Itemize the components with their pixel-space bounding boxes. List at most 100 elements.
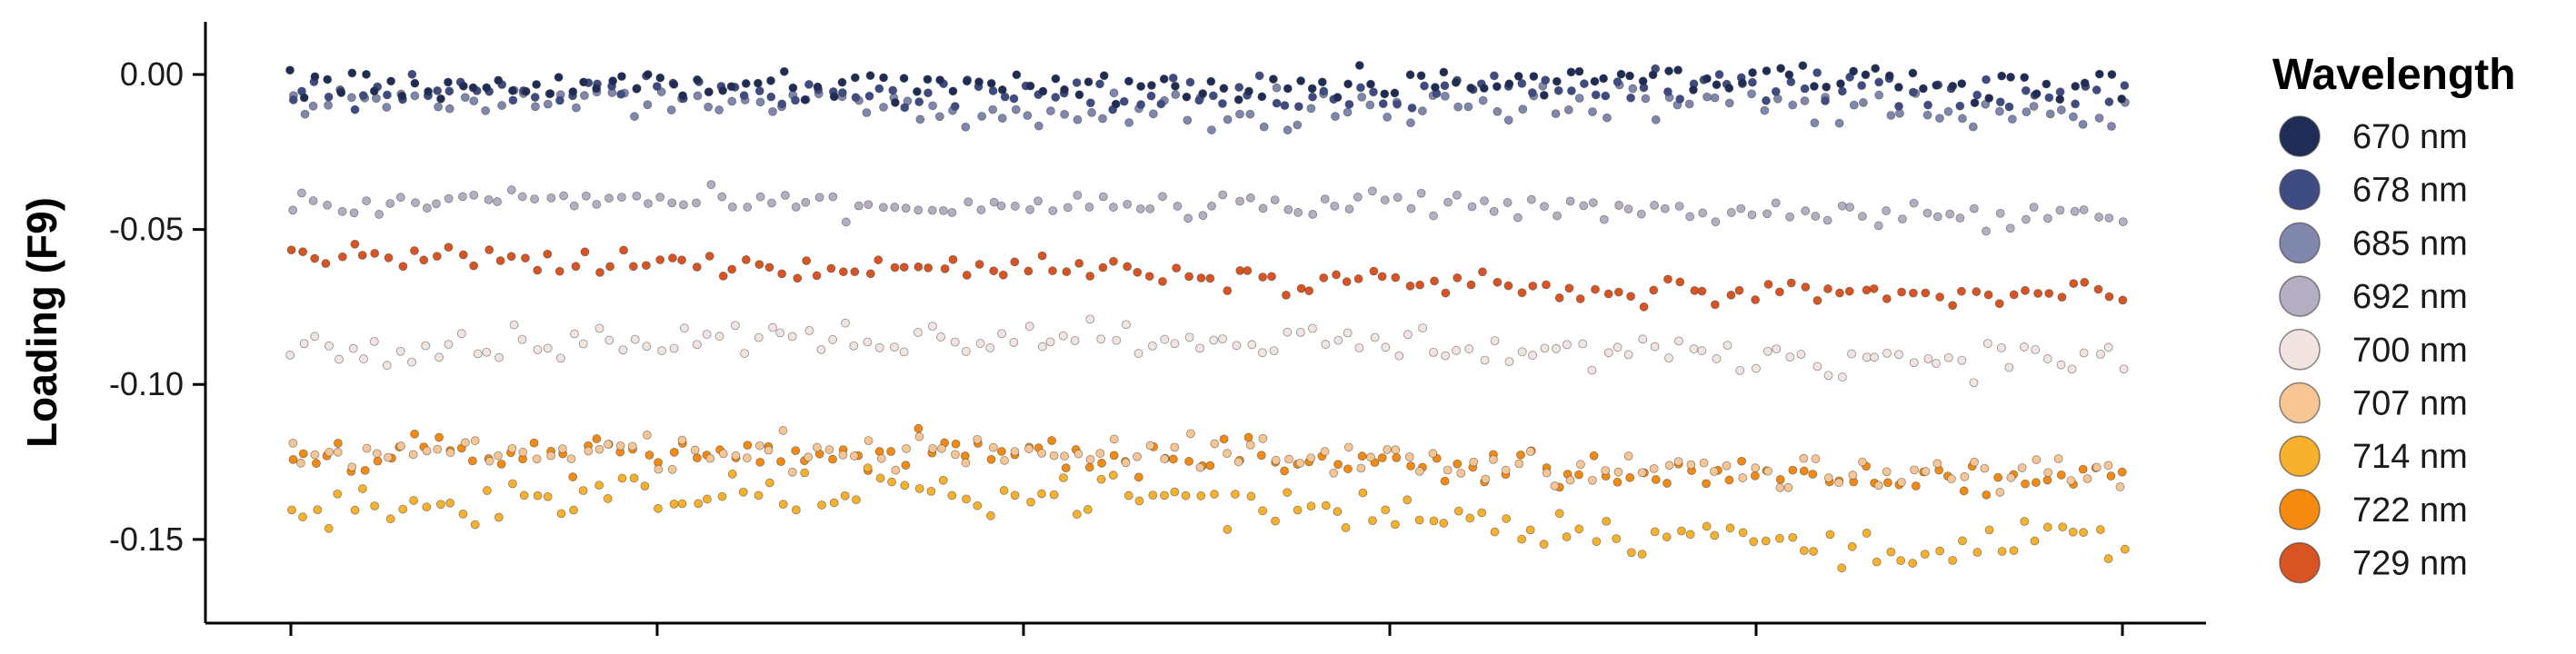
data-point bbox=[1307, 84, 1317, 94]
points-layer bbox=[285, 61, 2130, 573]
data-point bbox=[1762, 66, 1772, 75]
data-point bbox=[1295, 328, 1305, 337]
data-point bbox=[989, 266, 999, 276]
data-point bbox=[1968, 122, 1978, 132]
data-point bbox=[2009, 290, 2019, 300]
data-point bbox=[1443, 197, 1453, 207]
data-point bbox=[1932, 459, 1942, 469]
data-point bbox=[1673, 65, 1683, 75]
data-point bbox=[1403, 495, 1413, 505]
data-point bbox=[1070, 336, 1080, 345]
data-point bbox=[2115, 482, 2125, 491]
data-point bbox=[1258, 203, 1268, 213]
data-point bbox=[1752, 363, 1761, 373]
data-point bbox=[788, 83, 798, 93]
data-point bbox=[913, 86, 922, 96]
data-point bbox=[706, 180, 716, 190]
data-point bbox=[1525, 525, 1535, 535]
data-point bbox=[652, 82, 662, 92]
data-point bbox=[1414, 515, 1424, 525]
data-point bbox=[482, 347, 492, 357]
data-point bbox=[1748, 68, 1757, 77]
data-point bbox=[1760, 105, 1770, 115]
data-point bbox=[1599, 214, 1609, 224]
data-point bbox=[408, 450, 418, 460]
data-point bbox=[1689, 85, 1698, 94]
data-point bbox=[323, 74, 333, 84]
data-point bbox=[1710, 93, 1720, 103]
data-point bbox=[2079, 205, 2089, 214]
data-point bbox=[1837, 372, 1847, 382]
data-point bbox=[879, 103, 888, 112]
data-point bbox=[1641, 94, 1651, 104]
data-point bbox=[1243, 432, 1253, 442]
data-point bbox=[1405, 281, 1415, 291]
data-point bbox=[928, 443, 938, 453]
data-point bbox=[324, 447, 334, 457]
data-point bbox=[1517, 534, 1527, 544]
data-point bbox=[924, 263, 934, 272]
data-point bbox=[1574, 94, 1584, 104]
data-point bbox=[1955, 101, 1965, 111]
data-point bbox=[1170, 442, 1180, 452]
data-point bbox=[2058, 522, 2068, 532]
data-point bbox=[1909, 288, 1918, 298]
data-point bbox=[1712, 80, 1722, 90]
data-point bbox=[1219, 434, 1229, 444]
data-point bbox=[704, 87, 714, 97]
data-point bbox=[1762, 209, 1772, 219]
data-point bbox=[1443, 465, 1453, 475]
data-point bbox=[2021, 285, 2030, 295]
data-point bbox=[1009, 338, 1019, 347]
data-point bbox=[1023, 266, 1033, 276]
data-point bbox=[1528, 281, 1538, 291]
data-point bbox=[1516, 450, 1525, 460]
data-point bbox=[360, 465, 370, 475]
data-point bbox=[1033, 121, 1043, 131]
data-point bbox=[938, 205, 948, 215]
data-point bbox=[1869, 283, 1879, 293]
data-point bbox=[2107, 122, 2116, 131]
data-point bbox=[2055, 94, 2065, 104]
data-point bbox=[693, 91, 703, 101]
data-point bbox=[851, 93, 861, 103]
data-point bbox=[436, 94, 445, 104]
data-point bbox=[473, 349, 483, 359]
data-point bbox=[1481, 474, 1491, 484]
data-point bbox=[299, 339, 309, 349]
data-point bbox=[2080, 277, 2090, 287]
data-point bbox=[2005, 223, 2015, 233]
data-point bbox=[1554, 293, 1564, 302]
data-point bbox=[1539, 90, 1549, 100]
data-point bbox=[1628, 84, 1638, 94]
data-point bbox=[1984, 525, 1994, 535]
data-point bbox=[2119, 364, 2129, 374]
data-point bbox=[434, 102, 444, 112]
data-point bbox=[1591, 90, 1601, 100]
data-point bbox=[605, 262, 615, 272]
data-point bbox=[1504, 357, 1514, 367]
data-point bbox=[828, 334, 838, 344]
data-point bbox=[1025, 81, 1035, 91]
data-point bbox=[546, 193, 556, 203]
data-point bbox=[1675, 94, 1685, 104]
data-point bbox=[1038, 342, 1047, 352]
data-point bbox=[1060, 451, 1070, 461]
data-point bbox=[2056, 105, 2066, 114]
data-point bbox=[1870, 352, 1879, 362]
data-point bbox=[1726, 208, 1736, 217]
data-point bbox=[407, 69, 417, 79]
data-point bbox=[840, 490, 850, 500]
data-point bbox=[1724, 84, 1734, 93]
data-point bbox=[1747, 210, 1757, 220]
data-point bbox=[1785, 212, 1795, 222]
data-point bbox=[878, 203, 888, 213]
data-point bbox=[1763, 280, 1773, 289]
data-point bbox=[1293, 505, 1303, 515]
data-point bbox=[1542, 468, 1552, 478]
data-point bbox=[1329, 468, 1339, 478]
data-point bbox=[1858, 212, 1867, 222]
data-point bbox=[1518, 104, 1528, 114]
data-point bbox=[1623, 350, 1633, 360]
data-point bbox=[1776, 64, 1786, 74]
